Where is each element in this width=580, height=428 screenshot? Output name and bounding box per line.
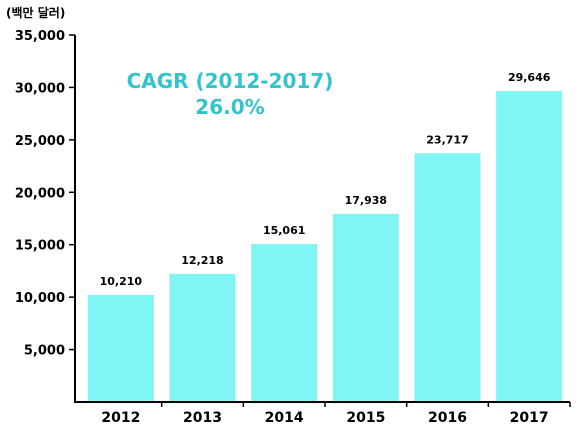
bar-2012 (87, 294, 154, 402)
x-tick-label: 2017 (510, 410, 549, 426)
data-label-2014: 15,061 (263, 224, 305, 237)
y-axis-ticks: 5,000 10,000 15,000 20,000 25,000 30,000 35,00… (15, 29, 75, 359)
y-tick-label: 15,000 (15, 239, 65, 254)
data-label-2013: 12,218 (181, 254, 223, 267)
cagr-value: 26.0% (195, 95, 265, 119)
bar-2016 (414, 153, 481, 402)
y-tick-label: 10,000 (15, 291, 65, 306)
x-tick-label: 2013 (183, 410, 222, 426)
data-label-2016: 23,717 (426, 133, 468, 146)
bars (87, 91, 563, 403)
y-tick-label: 5,000 (24, 344, 65, 359)
data-label-2017: 29,646 (508, 71, 551, 84)
data-labels: 10,210 12,218 15,061 17,938 23,717 29,646 (100, 71, 551, 288)
x-tick-label: 2015 (346, 410, 385, 426)
x-tick-label: 2012 (101, 410, 140, 426)
cagr-annotation: CAGR (2012-2017) 26.0% (100, 68, 360, 120)
x-axis-labels: 2012 2013 2014 2015 2016 2017 (101, 402, 571, 426)
data-label-2012: 10,210 (100, 275, 143, 288)
x-tick-label: 2016 (428, 410, 467, 426)
bar-2017 (496, 91, 563, 403)
y-tick-label: 30,000 (15, 81, 65, 96)
bar-2014 (251, 244, 318, 402)
bar-2013 (169, 273, 236, 402)
y-tick-label: 20,000 (15, 186, 65, 201)
data-label-2015: 17,938 (345, 194, 387, 207)
bar-2015 (332, 213, 399, 402)
y-tick-label: 35,000 (15, 29, 65, 44)
x-tick-label: 2014 (265, 410, 304, 426)
unit-label: (백만 달러) (6, 6, 66, 20)
cagr-title: CAGR (2012-2017) (126, 69, 334, 93)
y-tick-label: 25,000 (15, 134, 65, 149)
